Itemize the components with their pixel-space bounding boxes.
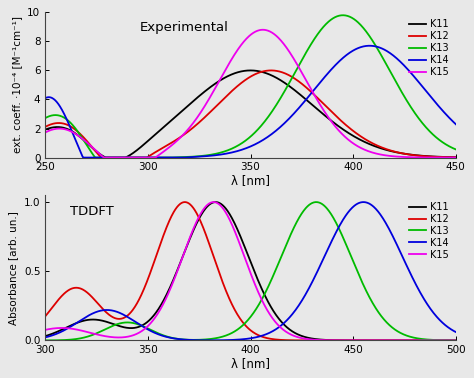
- Text: Experimental: Experimental: [140, 21, 228, 34]
- Legend: K11, K12, K13, K14, K15: K11, K12, K13, K14, K15: [407, 17, 451, 79]
- Y-axis label: Absorbance [arb. un.]: Absorbance [arb. un.]: [9, 211, 18, 325]
- Legend: K11, K12, K13, K14, K15: K11, K12, K13, K14, K15: [407, 200, 451, 262]
- Y-axis label: ext. coeff. ·10⁻⁴ [M⁻¹cm⁻¹]: ext. coeff. ·10⁻⁴ [M⁻¹cm⁻¹]: [12, 17, 22, 153]
- X-axis label: λ [nm]: λ [nm]: [231, 174, 270, 187]
- X-axis label: λ [nm]: λ [nm]: [231, 357, 270, 370]
- Text: TDDFT: TDDFT: [70, 205, 114, 218]
